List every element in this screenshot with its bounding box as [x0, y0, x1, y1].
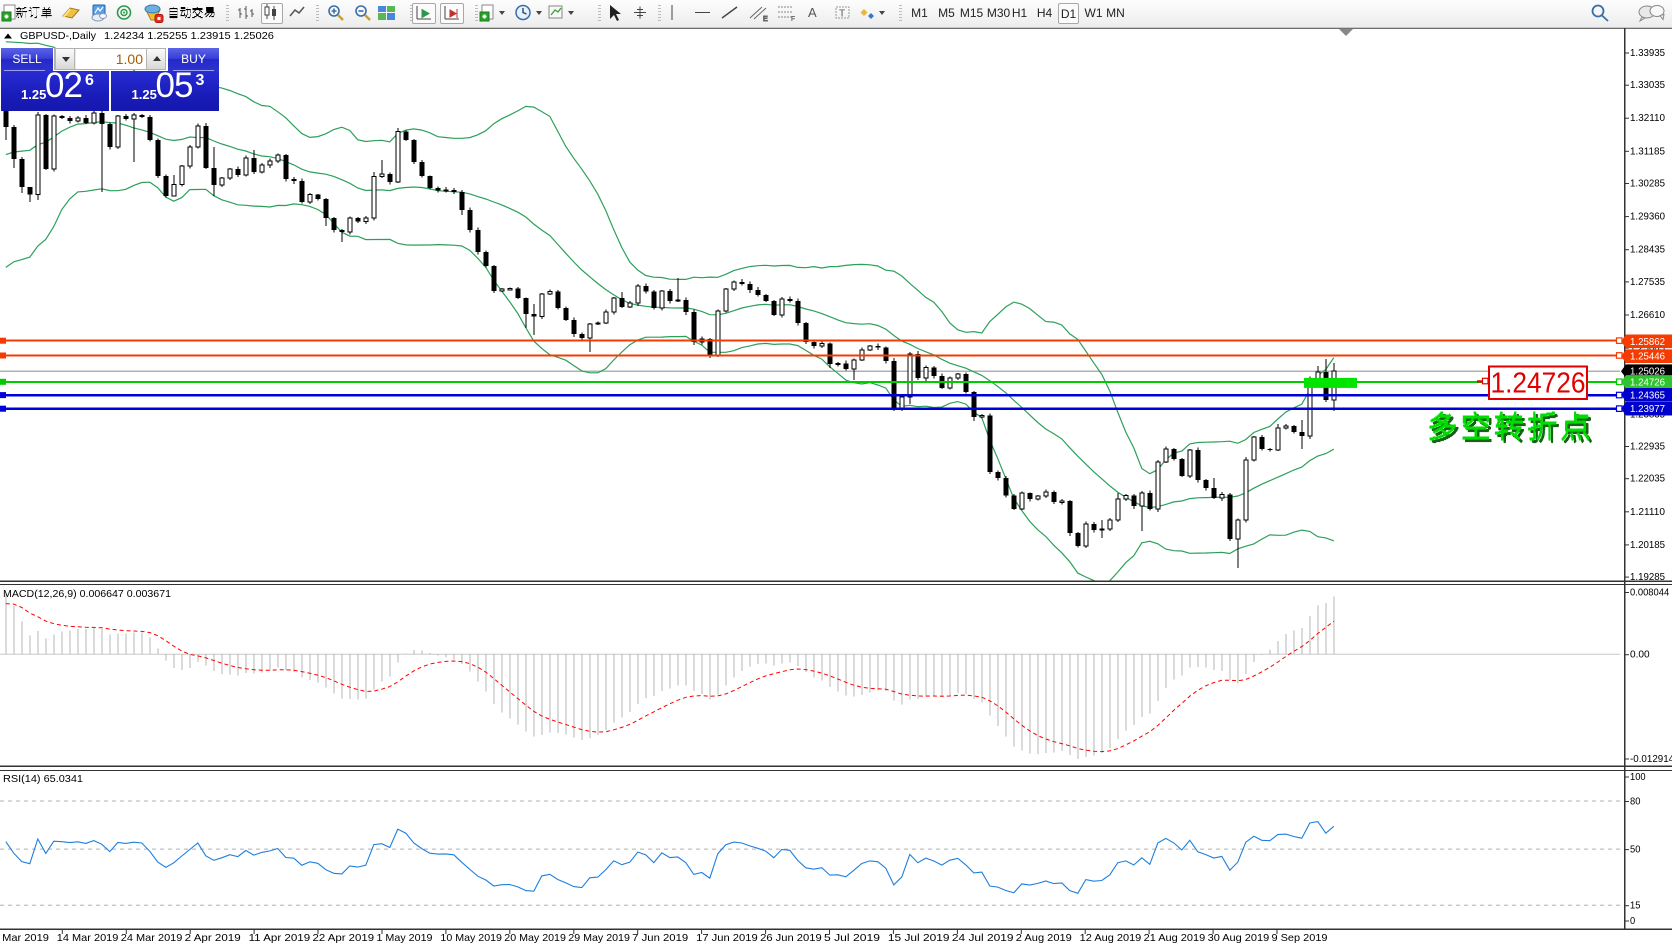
svg-text:20 May 2019: 20 May 2019 — [504, 932, 566, 944]
svg-text:1.30285: 1.30285 — [1630, 178, 1665, 190]
svg-text:9 Sep 2019: 9 Sep 2019 — [1272, 932, 1328, 944]
svg-text:80: 80 — [1630, 796, 1641, 808]
svg-text:GBPUSD-,Daily: GBPUSD-,Daily — [20, 30, 97, 42]
svg-text:1.29360: 1.29360 — [1630, 211, 1665, 223]
svg-text:0: 0 — [1630, 915, 1635, 927]
svg-text:10 May 2019: 10 May 2019 — [440, 932, 502, 944]
svg-text:1.25446: 1.25446 — [1630, 351, 1665, 363]
svg-text:17 Jun 2019: 17 Jun 2019 — [696, 932, 758, 944]
svg-text:1.24726: 1.24726 — [1491, 368, 1586, 400]
svg-text:50: 50 — [1630, 844, 1641, 856]
svg-text:1.24365: 1.24365 — [1630, 389, 1665, 401]
svg-text:22 Apr 2019: 22 Apr 2019 — [313, 932, 375, 944]
svg-text:1.23977: 1.23977 — [1630, 403, 1665, 415]
svg-text:MACD(12,26,9) 0.006647 0.00367: MACD(12,26,9) 0.006647 0.003671 — [3, 588, 171, 600]
svg-text:T: T — [839, 9, 845, 20]
svg-text:30 Aug 2019: 30 Aug 2019 — [1208, 932, 1270, 944]
svg-text:0.008044: 0.008044 — [1630, 587, 1669, 599]
svg-text:1 May 2019: 1 May 2019 — [377, 932, 433, 944]
svg-text:12 Aug 2019: 12 Aug 2019 — [1080, 932, 1142, 944]
svg-text:5 Mar 2019: 5 Mar 2019 — [0, 932, 49, 944]
svg-text:1.27535: 1.27535 — [1630, 276, 1665, 288]
svg-text:24 Mar 2019: 24 Mar 2019 — [121, 932, 183, 944]
svg-text:E: E — [763, 16, 768, 23]
svg-text:29 May 2019: 29 May 2019 — [568, 932, 630, 944]
svg-text:1.25862: 1.25862 — [1630, 336, 1665, 348]
svg-text:15 Jul 2019: 15 Jul 2019 — [888, 932, 950, 944]
svg-text:1.21110: 1.21110 — [1630, 506, 1665, 518]
svg-text:1.26610: 1.26610 — [1630, 309, 1665, 321]
svg-text:5 Jul 2019: 5 Jul 2019 — [824, 932, 880, 944]
svg-text:1.22035: 1.22035 — [1630, 473, 1665, 485]
svg-text:1.24726: 1.24726 — [1630, 376, 1665, 388]
svg-text:7 Jun 2019: 7 Jun 2019 — [632, 932, 688, 944]
svg-text:1.25026: 1.25026 — [1630, 366, 1665, 378]
svg-text:1.32110: 1.32110 — [1630, 112, 1665, 124]
svg-text:F: F — [791, 16, 795, 23]
svg-text:2 Apr 2019: 2 Apr 2019 — [185, 932, 241, 944]
svg-text:RSI(14) 65.0341: RSI(14) 65.0341 — [3, 773, 83, 785]
svg-text:21 Aug 2019: 21 Aug 2019 — [1144, 932, 1206, 944]
svg-text:24 Jul 2019: 24 Jul 2019 — [952, 932, 1014, 944]
svg-text:100: 100 — [1630, 771, 1646, 783]
svg-text:11 Apr 2019: 11 Apr 2019 — [249, 932, 311, 944]
svg-text:14 Mar 2019: 14 Mar 2019 — [57, 932, 119, 944]
svg-text:1.24234 1.25255 1.23915 1.2502: 1.24234 1.25255 1.23915 1.25026 — [104, 30, 274, 42]
svg-text:1.19285: 1.19285 — [1630, 571, 1665, 583]
svg-text:-0.012914: -0.012914 — [1630, 753, 1672, 765]
svg-text:1.33035: 1.33035 — [1630, 79, 1665, 91]
svg-text:1.33935: 1.33935 — [1630, 47, 1665, 59]
svg-text:1.28435: 1.28435 — [1630, 244, 1665, 256]
svg-text:1.22935: 1.22935 — [1630, 441, 1665, 453]
svg-text:1.31185: 1.31185 — [1630, 145, 1665, 157]
svg-text:0.00: 0.00 — [1630, 649, 1650, 661]
svg-text:2 Aug 2019: 2 Aug 2019 — [1016, 932, 1072, 944]
svg-text:15: 15 — [1630, 900, 1641, 912]
svg-text:1.20185: 1.20185 — [1630, 539, 1665, 551]
svg-text:A: A — [808, 5, 817, 20]
svg-text:26 Jun 2019: 26 Jun 2019 — [760, 932, 822, 944]
